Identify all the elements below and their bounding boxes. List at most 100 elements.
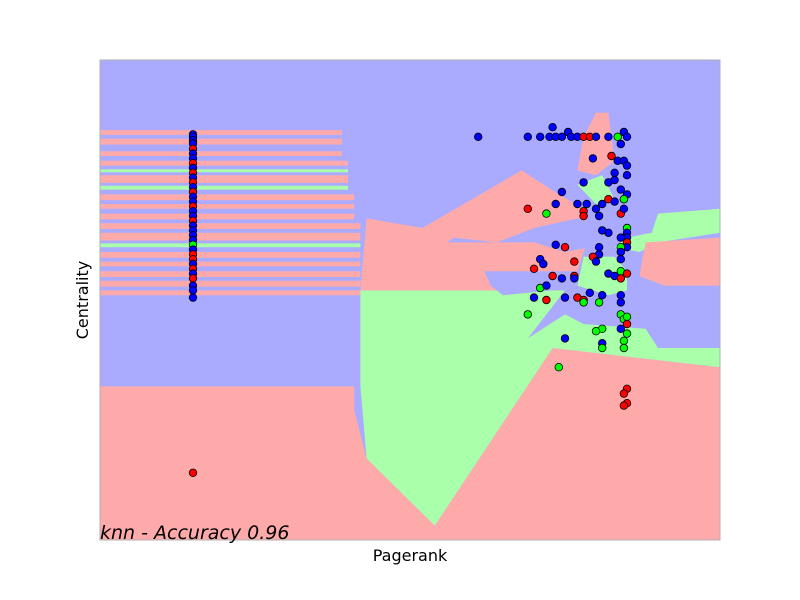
data-point-red [616,274,625,283]
data-point-green [594,298,604,307]
data-point-blue [616,185,625,194]
data-point-blue [616,233,625,242]
data-point-blue [622,132,632,141]
decision-region-red [100,232,361,241]
data-point-green [598,343,607,353]
data-point-blue [548,122,557,132]
data-point-blue [551,240,560,249]
decision-region-red [100,160,348,166]
data-point-green [619,343,629,353]
data-point-blue [604,132,613,141]
data-point-blue [622,170,632,180]
decision-region-red [100,175,348,183]
decision-region-red [100,271,361,277]
data-point-blue [551,199,560,209]
data-point-blue [598,226,607,235]
data-point-blue [616,139,625,149]
data-point-red [188,274,198,283]
data-point-blue [610,168,619,177]
data-point-blue [585,288,594,297]
decision-region-red [100,138,342,145]
plot-frame [99,59,721,541]
data-point-green [622,312,632,321]
data-point-blue [557,274,567,283]
data-point-red [560,242,570,252]
data-point-red [542,295,551,305]
data-point-red [619,389,629,398]
decision-region-green [100,185,348,190]
x-axis-label: Pagerank [373,546,448,565]
data-point-red [622,319,632,329]
decision-region-green [100,169,348,173]
data-point-green [579,298,588,307]
data-point-blue [579,178,588,187]
decision-region-red [100,252,361,258]
data-point-blue [610,197,619,206]
data-point-green [622,329,632,338]
decision-region-red [100,348,720,540]
data-point-blue [591,204,601,213]
data-point-blue [539,259,548,269]
data-point-blue [557,187,567,197]
data-point-green [542,209,551,218]
decision-region-red [100,130,342,135]
data-point-blue [598,199,607,209]
data-point-green [523,310,532,319]
data-point-red [548,271,557,281]
data-point-blue [588,154,598,163]
data-point-blue [598,291,607,300]
data-point-green [591,327,601,336]
data-point-blue [582,199,591,209]
data-point-blue [474,132,483,141]
decision-region-red [100,204,355,209]
decision-region-red [100,194,355,201]
data-point-green [619,336,629,345]
decision-region-blue [639,290,720,315]
data-point-blue [188,286,198,295]
decision-region-green [360,290,720,526]
decision-region-red [100,151,342,156]
data-point-blue [616,291,625,300]
data-point-red [188,468,198,477]
data-point-red [529,264,539,273]
data-point-blue [557,132,567,141]
data-point-blue [616,247,625,257]
data-point-blue [610,175,619,185]
data-point-red [607,151,616,161]
data-point-blue [529,293,539,302]
data-point-green [619,194,629,204]
data-point-blue [570,274,579,283]
data-point-green [613,132,622,141]
data-point-green [554,363,563,372]
decision-region-red [100,223,361,229]
data-point-red [570,257,579,266]
decision-region-red [100,261,361,267]
decision-region-red [100,280,361,287]
data-point-red [579,211,588,221]
data-point-blue [542,281,551,290]
data-point-blue [616,324,625,333]
decision-region-green [614,208,720,252]
data-point-blue [523,132,532,141]
data-point-blue [594,242,604,252]
data-point-blue [616,255,625,264]
decision-region-red [577,112,615,176]
decision-region-red [360,170,590,291]
data-point-blue [560,293,570,302]
data-points [188,122,632,477]
data-point-blue [560,334,570,343]
data-point-blue [619,204,629,213]
decision-region-green [577,256,627,296]
y-axis-label: Centrality [73,261,92,339]
data-point-red [523,204,532,213]
decision-region-red [639,237,720,286]
data-point-blue [622,161,632,170]
data-point-blue [536,132,545,141]
accuracy-annotation: knn - Accuracy 0.96 [100,522,289,544]
decision-region-red [100,213,355,220]
decision-region-green [100,243,361,248]
data-point-blue [188,293,198,302]
data-point-blue [616,298,625,307]
data-point-blue [591,132,601,141]
